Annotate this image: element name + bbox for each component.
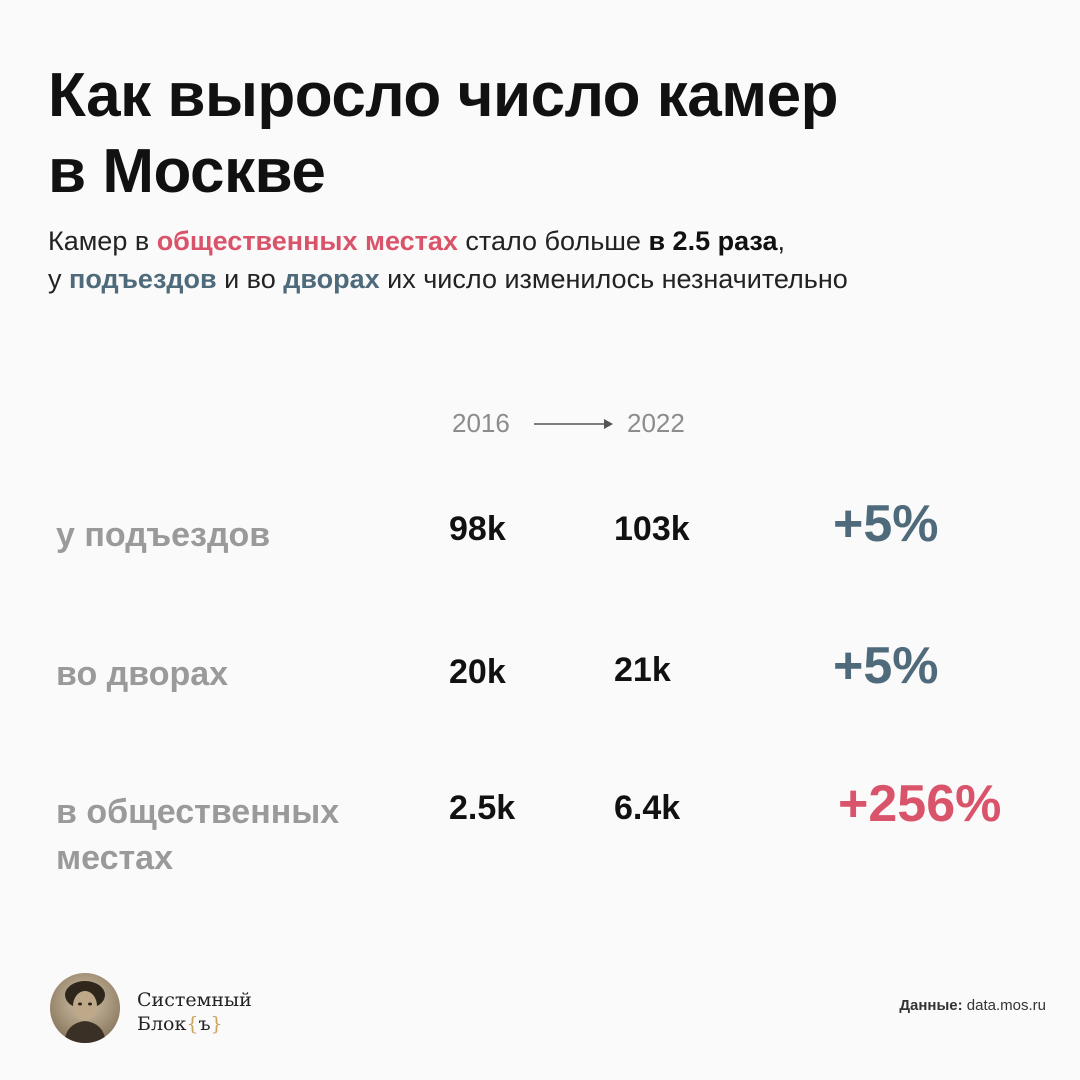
subtitle-text-4: у [48, 264, 70, 294]
subtitle-text-6: их число изменилось незначительно [379, 264, 848, 294]
value-public-places-2022: 6.4k [614, 789, 681, 827]
brand-line-1: Системный [137, 989, 252, 1011]
row-label-yards: во дворах [56, 655, 229, 693]
source-label: Данные: [899, 997, 963, 1014]
change-public-places: +256% [838, 775, 1002, 833]
change-yards: +5% [833, 637, 939, 695]
year-header-2022: 2022 [627, 408, 685, 438]
arrow-right-icon [534, 419, 613, 429]
subtitle-highlight-entrances: подъездов [69, 264, 217, 294]
brand-line-2: Блок{ъ} [137, 1012, 252, 1036]
avatar [50, 973, 120, 1043]
value-public-places-2016: 2.5k [449, 789, 516, 827]
value-yards-2022: 21k [614, 651, 671, 689]
year-header-2016: 2016 [452, 408, 510, 438]
subtitle: Камер в общественных местах стало больше… [48, 222, 1048, 298]
title-line-1: Как выросло число камер [48, 61, 838, 130]
brand-glyph: ъ [198, 1013, 211, 1035]
brand-brace-open: { [186, 1013, 199, 1035]
subtitle-highlight-public: общественных местах [156, 226, 458, 256]
change-entrances: +5% [833, 495, 939, 553]
subtitle-text-2: стало больше [457, 226, 649, 256]
subtitle-text-3: , [777, 226, 786, 256]
title-line-2: в Москве [48, 137, 326, 206]
subtitle-highlight-ratio: в 2.5 раза [648, 226, 778, 256]
subtitle-text-1: Камер в [48, 226, 157, 256]
subtitle-highlight-yards: дворах [283, 264, 380, 294]
page-title: Как выросло число камер в Москве [48, 58, 1008, 210]
subtitle-text-5: и во [216, 264, 284, 294]
value-entrances-2016: 98k [449, 510, 506, 548]
data-source: Данные: data.mos.ru [899, 997, 1046, 1014]
source-value: data.mos.ru [966, 997, 1046, 1014]
value-yards-2016: 20k [449, 653, 506, 691]
brand-logo: Системный Блок{ъ} [137, 988, 252, 1036]
portrait-icon [64, 981, 106, 1043]
brand-brace-close: } [210, 1013, 223, 1035]
row-label-public-places: в общественных местах [56, 793, 340, 877]
brand-line-2-text: Блок [137, 1013, 187, 1035]
row-label-entrances: у подъездов [56, 516, 271, 554]
value-entrances-2022: 103k [614, 510, 690, 548]
